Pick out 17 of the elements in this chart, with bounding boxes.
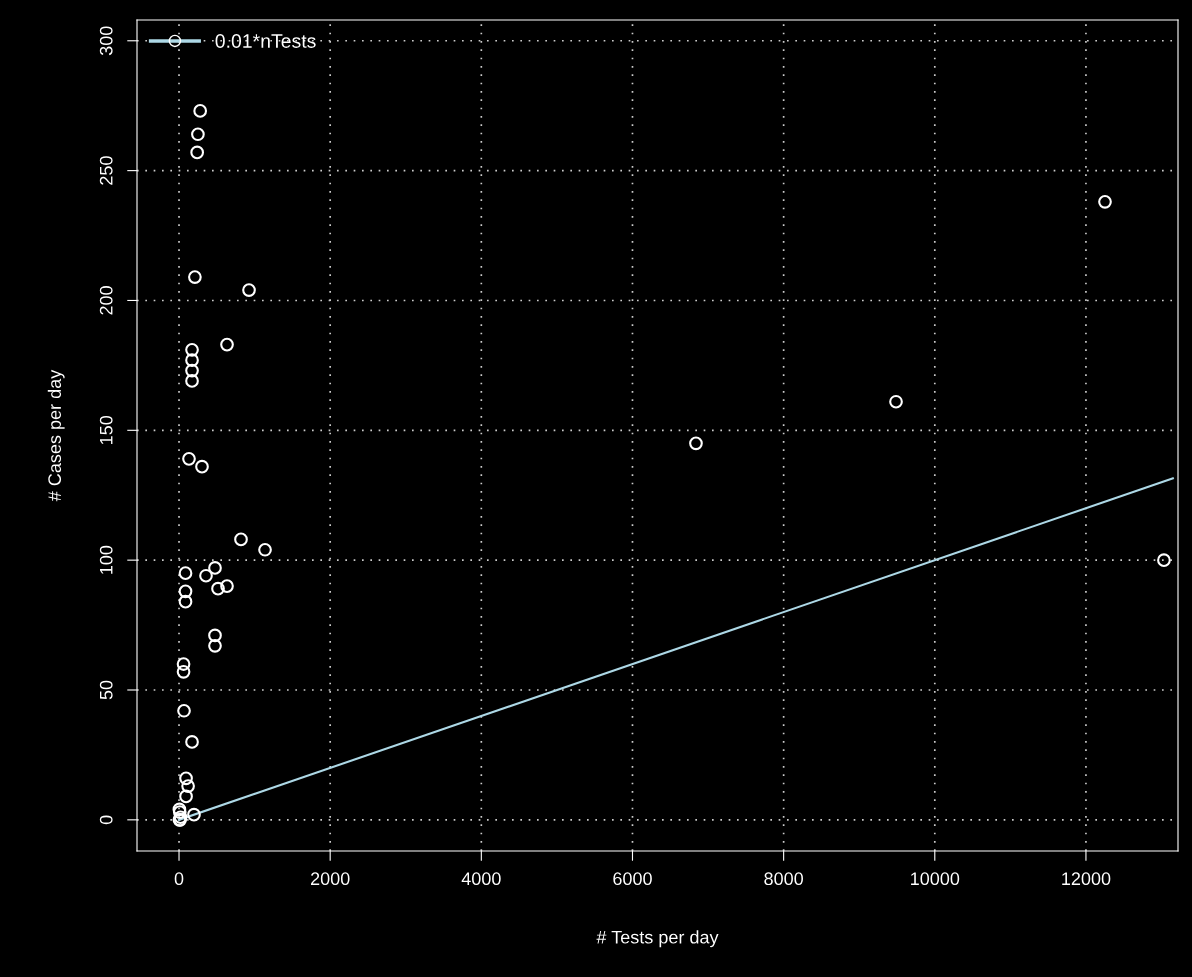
y-axis-title: # Cases per day: [47, 369, 65, 502]
x-axis-title: # Tests per day: [596, 930, 719, 948]
x-tick-label: 10000: [911, 872, 960, 886]
y-tick-label: 100: [99, 545, 113, 574]
x-tick-label: 0: [174, 872, 184, 886]
legend-label: 0.01*nTests: [215, 34, 316, 48]
y-tick-label: 250: [99, 156, 113, 185]
y-tick-label: 300: [99, 26, 113, 56]
x-tick-label: 8000: [764, 872, 804, 886]
x-tick-label: 4000: [461, 872, 501, 886]
y-tick-label: 0: [99, 815, 113, 825]
x-tick-label: 2000: [311, 872, 350, 886]
x-tick-label: 6000: [613, 872, 652, 886]
y-tick-label: 50: [99, 680, 113, 700]
x-tick-label: 12000: [1062, 872, 1111, 886]
y-tick-label: 200: [99, 286, 113, 315]
y-tick-label: 150: [99, 415, 113, 444]
